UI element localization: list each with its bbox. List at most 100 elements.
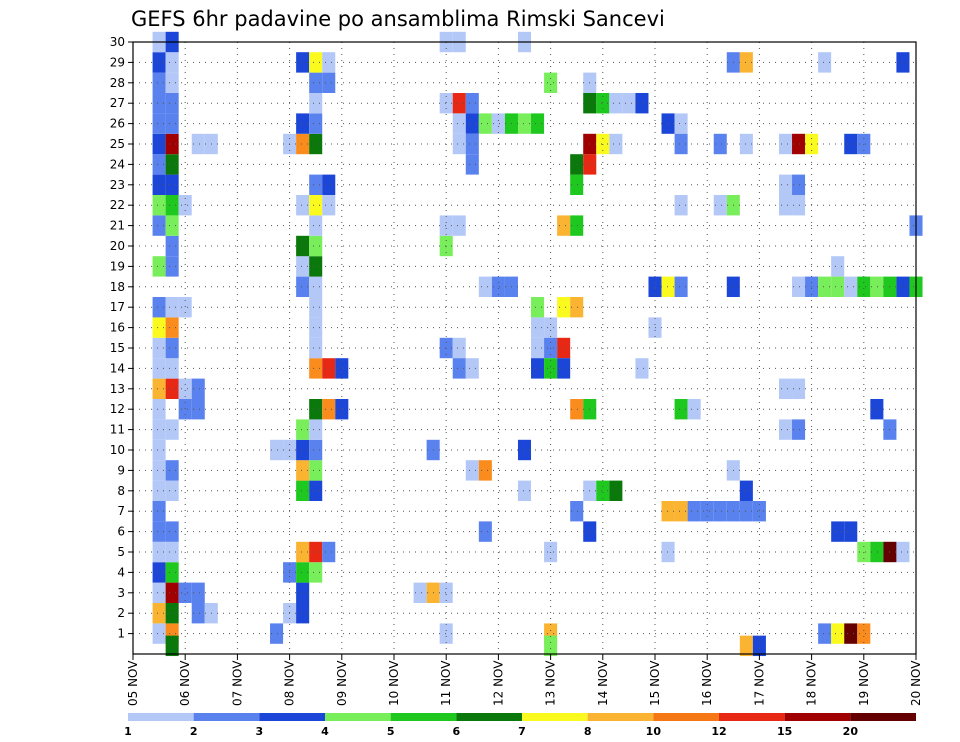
y-tick-label: 3 (117, 586, 125, 600)
precip-cell (661, 541, 675, 563)
precip-cell (544, 358, 558, 379)
precip-cell (557, 337, 571, 359)
precip-cell (165, 317, 179, 338)
precip-cell (570, 154, 584, 175)
precip-cell (570, 297, 584, 318)
precip-cell (831, 276, 845, 297)
heatmap-cells (152, 31, 923, 657)
precip-cell (452, 133, 466, 155)
colorbar-swatch (653, 713, 719, 721)
precip-cell (478, 276, 492, 297)
precip-cell (439, 93, 453, 114)
precip-cell (152, 623, 166, 644)
x-tick-label: 16 NOV (700, 660, 714, 706)
precip-cell (165, 113, 179, 134)
x-tick-label: 06 NOV (178, 660, 192, 706)
precip-cell (557, 358, 571, 379)
precip-cell (309, 195, 323, 216)
precip-cell (713, 133, 727, 155)
precip-cell (674, 501, 688, 522)
precip-cell (191, 133, 205, 155)
precip-cell (844, 276, 858, 297)
precip-cell (661, 113, 675, 134)
precip-cell (818, 52, 832, 73)
colorbar-label: 8 (584, 725, 592, 738)
precip-cell (178, 297, 192, 318)
y-tick-label: 11 (110, 423, 125, 437)
y-tick-label: 19 (110, 259, 125, 273)
precip-cell (896, 541, 910, 563)
x-tick-label: 15 NOV (648, 660, 662, 706)
precip-cell (152, 419, 166, 440)
precip-cell (661, 276, 675, 297)
precip-cell (831, 623, 845, 644)
precip-cell (309, 93, 323, 114)
precip-cell (309, 337, 323, 359)
colorbar-swatch (522, 713, 588, 721)
precip-cell (713, 501, 727, 522)
precip-cell (309, 52, 323, 73)
precip-cell (309, 215, 323, 236)
precip-cell (818, 276, 832, 297)
precip-cell (309, 235, 323, 257)
y-tick-label: 1 (117, 627, 125, 641)
precip-cell (544, 72, 558, 93)
y-tick-label: 27 (110, 96, 125, 110)
precip-cell (309, 113, 323, 134)
precip-cell (165, 603, 179, 624)
precip-cell (531, 317, 545, 338)
colorbar-label: 15 (777, 725, 792, 738)
precip-cell (531, 297, 545, 318)
precip-cell (739, 635, 753, 657)
precip-cell (309, 174, 323, 195)
precip-cell (152, 439, 166, 461)
precip-cell (465, 113, 479, 134)
precip-cell (309, 460, 323, 481)
x-tick-label: 18 NOV (805, 660, 819, 706)
precip-cell (452, 93, 466, 114)
colorbar-label: 6 (453, 725, 461, 738)
colorbar-label: 7 (518, 725, 526, 738)
precip-cell (778, 133, 793, 155)
precip-cell (570, 501, 584, 522)
y-axis: 1234567891011121314151617181920212223242… (110, 35, 133, 641)
x-tick-label: 13 NOV (544, 660, 558, 706)
precip-cell (609, 133, 623, 155)
precip-cell (465, 93, 479, 114)
precip-cell (792, 195, 806, 216)
y-tick-label: 18 (110, 280, 125, 294)
precip-cell (309, 276, 323, 297)
precip-cell (152, 460, 166, 481)
colorbar-label: 10 (646, 725, 662, 738)
precip-cell (557, 215, 571, 236)
colorbar-legend: 1 2 3 4 5 6 7 8 10 12 15 20 (124, 713, 916, 738)
precip-cell (152, 480, 166, 501)
precip-cell (609, 93, 623, 114)
y-tick-label: 20 (110, 239, 125, 253)
x-tick-label: 09 NOV (335, 660, 349, 706)
x-tick-label: 05 NOV (126, 660, 140, 706)
precip-cell (296, 133, 310, 155)
precip-cell (557, 297, 571, 318)
precip-cell (152, 521, 166, 542)
y-tick-label: 15 (110, 341, 125, 355)
precip-cell (870, 399, 884, 420)
precip-cell (687, 399, 701, 420)
y-tick-label: 24 (110, 157, 125, 171)
precip-cell (178, 582, 192, 603)
precip-cell (674, 276, 688, 297)
precip-cell (778, 419, 793, 440)
y-tick-label: 4 (117, 565, 125, 579)
precip-cell (739, 52, 753, 73)
precip-cell (335, 358, 349, 379)
precip-cell (296, 419, 310, 440)
precip-cell (309, 399, 323, 420)
colorbar-swatch (784, 713, 851, 721)
precip-cell (152, 256, 166, 277)
precip-cell (165, 521, 179, 542)
precip-cell (322, 358, 336, 379)
grid-lines (133, 41, 916, 654)
chart-title: GEFS 6hr padavine po ansamblima Rimski S… (131, 7, 665, 31)
precip-cell (152, 113, 166, 134)
x-tick-label: 11 NOV (439, 660, 453, 706)
